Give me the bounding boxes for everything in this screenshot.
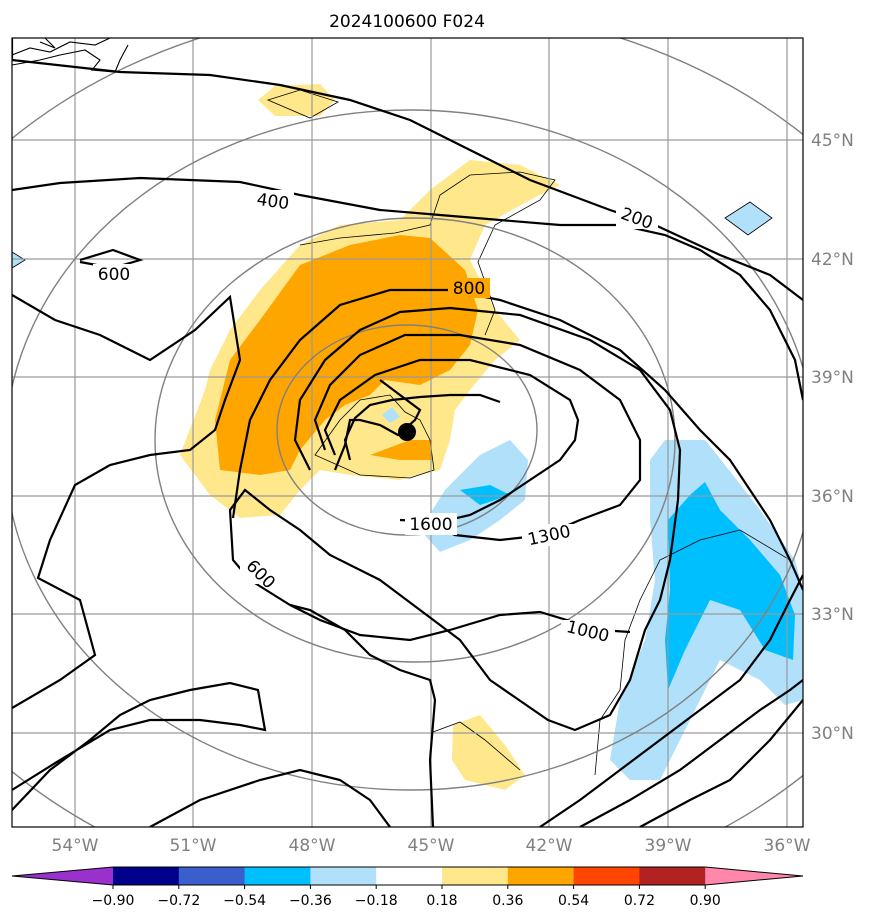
contour-labels: 400 200 600 800 1600 1300 1000 600	[93, 190, 658, 647]
colorbar-segment	[310, 867, 377, 885]
colorbar: −0.90 −0.72 −0.54 −0.36 −0.18 0.18 0.36 0.54 0.7…	[11, 866, 804, 909]
colorbar-label: 0.90	[690, 893, 721, 909]
colorbar-label: 0.72	[624, 893, 655, 909]
colorbar-segment	[573, 867, 640, 885]
lon-tick: 45°W	[408, 836, 455, 856]
colorbar-label: −0.36	[289, 893, 332, 909]
lon-tick: 42°W	[526, 836, 573, 856]
map-panel: 400 200 600 800 1600 1300 1000 600	[11, 37, 804, 828]
lat-tick: 30°N	[811, 724, 854, 744]
colorbar-label: 0.54	[558, 893, 589, 909]
colorbar-label: −0.18	[355, 893, 398, 909]
colorbar-segment	[507, 867, 575, 885]
colorbar-label: 0.18	[426, 893, 457, 909]
colorbar-segment	[639, 867, 706, 885]
lat-tick: 33°N	[811, 605, 854, 625]
lat-tick-labels: 45°N 42°N 39°N 36°N 33°N 30°N	[811, 131, 854, 744]
lat-tick: 39°N	[811, 368, 854, 388]
coastline	[12, 38, 129, 73]
figure-title: 2024100600 F024	[329, 12, 485, 32]
lon-tick: 48°W	[289, 836, 336, 856]
colorbar-extend-min	[12, 867, 113, 885]
colorbar-segment	[376, 867, 443, 885]
colorbar-label: 0.36	[492, 893, 523, 909]
colorbar-label: −0.54	[223, 893, 266, 909]
positive-shading	[180, 84, 560, 790]
shading-outlines	[12, 89, 803, 776]
lon-tick: 54°W	[52, 836, 99, 856]
lat-tick: 45°N	[811, 131, 854, 151]
contour-label: 600	[98, 265, 130, 285]
contour-label: 800	[453, 279, 485, 299]
map-border	[11, 37, 804, 828]
storm-center-marker	[398, 423, 416, 441]
contour-label: 1600	[409, 515, 452, 535]
colorbar-segment	[442, 867, 509, 885]
colorbar-label: −0.90	[92, 893, 135, 909]
colorbar-segment	[113, 867, 180, 885]
colorbar-segment	[244, 867, 311, 885]
graticule	[12, 38, 803, 827]
colorbar-segment	[178, 867, 246, 885]
lat-tick: 42°N	[811, 250, 854, 270]
lon-tick: 36°W	[764, 836, 811, 856]
lat-tick: 36°N	[811, 487, 854, 507]
lon-tick-labels: 54°W 51°W 48°W 45°W 42°W 39°W 36°W	[52, 836, 811, 856]
contour-label: 400	[255, 190, 290, 214]
colorbar-extend-max	[705, 867, 803, 885]
lon-tick: 39°W	[645, 836, 692, 856]
negative-shading	[12, 202, 803, 780]
lon-tick: 51°W	[170, 836, 217, 856]
colorbar-label: −0.72	[157, 893, 200, 909]
